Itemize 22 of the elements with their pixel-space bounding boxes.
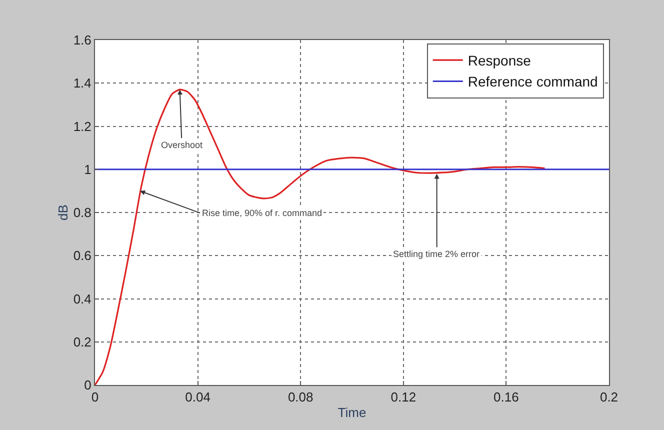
x-axis-title: Time <box>338 405 366 420</box>
annotation: Overshoot <box>161 140 204 150</box>
y-tick-label: 1.6 <box>73 32 92 48</box>
annotation: Settling time 2% error <box>393 249 480 259</box>
y-axis-title: dB <box>55 204 70 220</box>
legend-label: Reference command <box>468 74 598 90</box>
y-tick-label: 0.2 <box>73 334 92 350</box>
y-tick-label: 0 <box>84 378 92 393</box>
x-tick-label: 0.08 <box>288 390 314 405</box>
y-tick-label: 0.4 <box>73 291 92 306</box>
line-series <box>95 88 546 385</box>
annotation: Rise time, 90% of r. command <box>202 208 322 218</box>
y-tick-label: 0.8 <box>73 205 92 220</box>
y-tick-label: 1.2 <box>73 118 92 134</box>
x-tick-label: 0.12 <box>390 390 416 405</box>
x-tick-label: 0.16 <box>494 390 519 405</box>
y-tick-label: 1.4 <box>73 76 92 91</box>
y-tick-label: 1 <box>84 162 92 177</box>
x-tick-label: 0.2 <box>600 390 618 405</box>
y-tick-label: 0.6 <box>73 248 92 264</box>
legend-label: Response <box>468 52 532 69</box>
x-tick-label: 0.04 <box>185 390 210 405</box>
